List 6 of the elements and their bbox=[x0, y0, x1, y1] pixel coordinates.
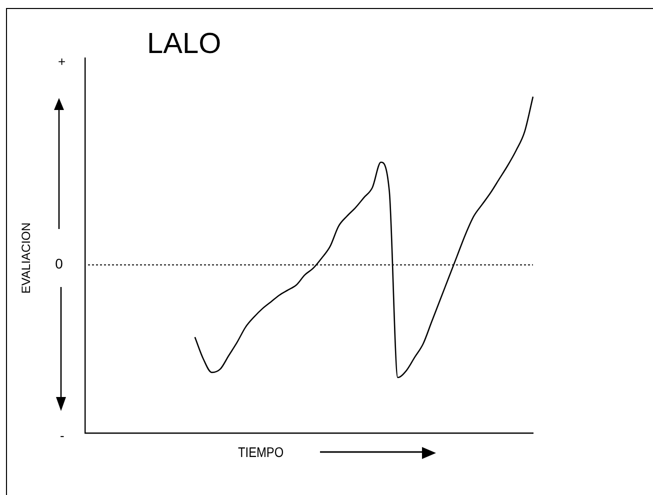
x-axis-title: TIEMPO bbox=[238, 444, 284, 460]
text: - bbox=[60, 428, 64, 443]
chart-title: LALO bbox=[147, 28, 222, 61]
text: + bbox=[58, 54, 66, 69]
ref-line-label: 0 bbox=[55, 256, 64, 272]
y-axis-title: EVALIACION bbox=[19, 222, 33, 294]
